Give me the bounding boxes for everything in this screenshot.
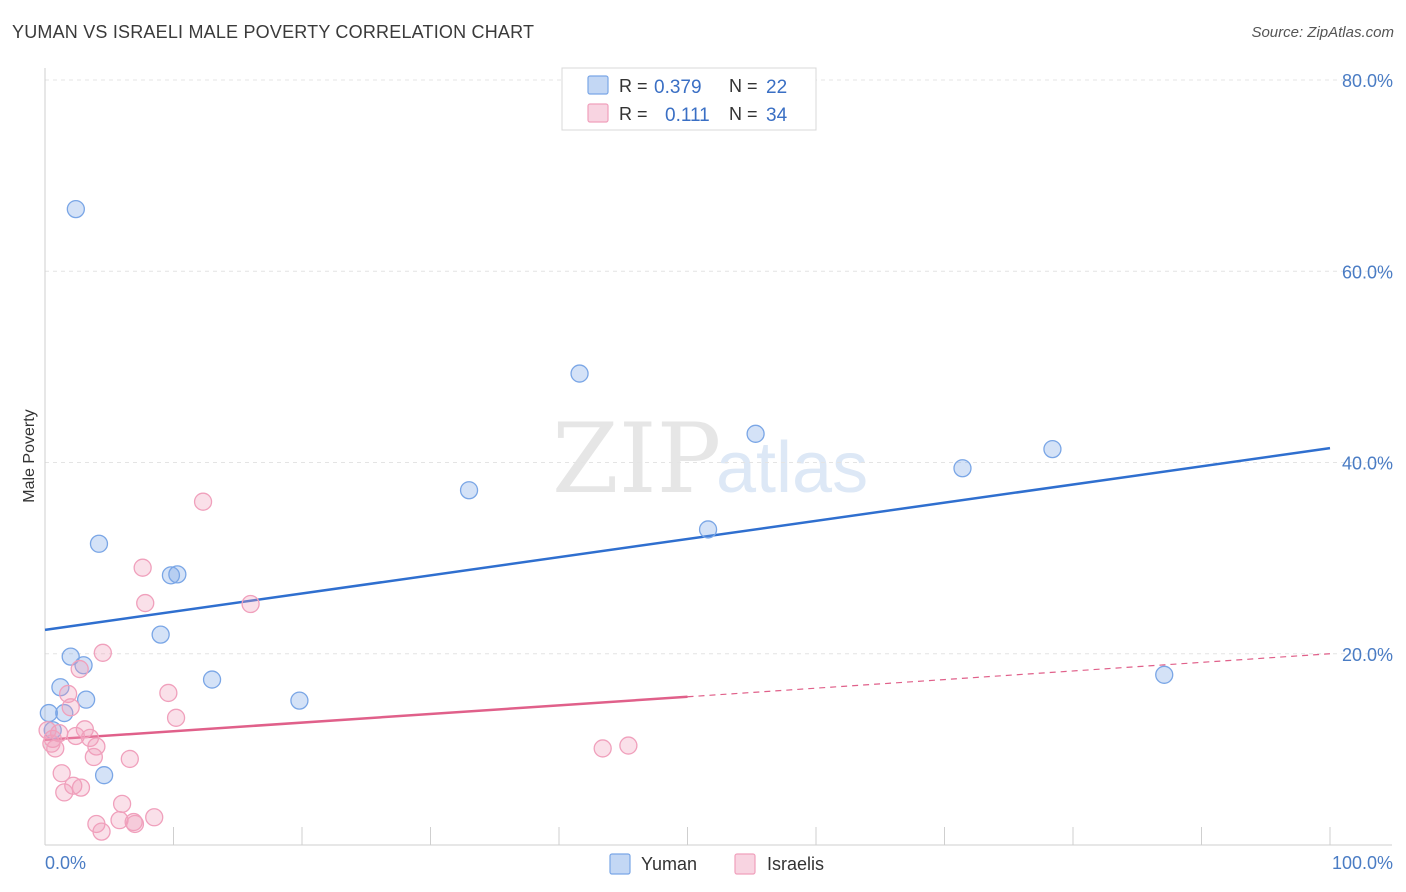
point-yuman bbox=[1155, 665, 1174, 684]
correlation-legend: R = 0.379 N = 22 R = 0.111 N = 34 bbox=[561, 67, 817, 131]
trend-line-israelis bbox=[44, 695, 688, 742]
y-tick-label: 80.0% bbox=[1342, 71, 1393, 91]
point-israelis bbox=[120, 749, 139, 769]
point-israelis bbox=[136, 593, 155, 613]
point-israelis bbox=[166, 708, 186, 727]
point-yuman bbox=[151, 625, 170, 644]
legend-n-value-israelis: 34 bbox=[766, 105, 788, 126]
point-yuman bbox=[953, 459, 972, 478]
point-yuman bbox=[290, 691, 309, 710]
y-axis-label: Male Poverty bbox=[21, 409, 38, 502]
point-yuman bbox=[746, 424, 765, 443]
legend-n-label-yuman: N = bbox=[729, 76, 758, 96]
point-israelis bbox=[70, 659, 89, 679]
watermark: ZIP atlas bbox=[552, 403, 868, 515]
point-israelis bbox=[71, 778, 91, 797]
point-yuman bbox=[39, 703, 59, 723]
legend-swatch-israelis bbox=[587, 103, 609, 123]
point-israelis bbox=[159, 683, 178, 703]
legend-r-value-yuman: 0.379 bbox=[654, 77, 702, 98]
legend-r-value-israelis: 0.111 bbox=[665, 105, 710, 126]
point-yuman bbox=[94, 766, 114, 785]
legend-n-label-israelis: N = bbox=[729, 104, 758, 124]
point-yuman bbox=[61, 647, 80, 666]
series-legend-label-israelis: Israelis bbox=[767, 854, 824, 874]
point-israelis bbox=[52, 764, 71, 783]
y-tick-label: 60.0% bbox=[1342, 262, 1393, 282]
y-tick-label: 40.0% bbox=[1342, 454, 1393, 474]
point-yuman bbox=[570, 364, 589, 383]
watermark-zip: ZIP bbox=[552, 403, 721, 515]
source-label: Source: ZipAtlas.com bbox=[1251, 24, 1394, 41]
point-israelis bbox=[58, 684, 78, 704]
point-israelis bbox=[55, 783, 74, 802]
point-israelis bbox=[110, 810, 129, 830]
trend-line-extension-israelis bbox=[687, 653, 1331, 698]
point-yuman bbox=[76, 690, 96, 709]
point-yuman bbox=[66, 199, 85, 219]
series-legend: Yuman Israelis bbox=[609, 853, 824, 875]
trend-line-yuman bbox=[44, 446, 1331, 632]
legend-r-label-israelis: R = bbox=[619, 104, 648, 124]
x-tick-label: 0.0% bbox=[45, 853, 86, 873]
point-israelis bbox=[61, 698, 80, 717]
gridlines bbox=[45, 79, 1392, 655]
point-yuman bbox=[202, 670, 222, 689]
chart-title: YUMAN VS ISRAELI MALE POVERTY CORRELATIO… bbox=[12, 22, 535, 42]
point-israelis bbox=[125, 814, 145, 834]
point-israelis bbox=[93, 643, 112, 662]
point-israelis bbox=[38, 721, 57, 740]
point-israelis bbox=[75, 720, 94, 739]
legend-box bbox=[561, 67, 817, 131]
watermark-atlas: atlas bbox=[716, 428, 868, 508]
x-tick-label: 100.0% bbox=[1332, 853, 1393, 873]
point-israelis bbox=[87, 737, 106, 756]
legend-n-value-yuman: 22 bbox=[766, 77, 787, 98]
y-tick-label: 20.0% bbox=[1342, 645, 1393, 665]
point-yuman bbox=[168, 565, 187, 584]
point-israelis bbox=[133, 558, 152, 577]
point-israelis bbox=[193, 492, 213, 511]
point-israelis bbox=[92, 822, 111, 841]
point-yuman bbox=[459, 481, 479, 500]
point-israelis bbox=[593, 739, 612, 758]
point-israelis bbox=[112, 794, 132, 814]
series-legend-swatch-yuman bbox=[609, 853, 631, 875]
legend-r-label-yuman: R = bbox=[619, 76, 648, 96]
point-israelis bbox=[84, 747, 103, 767]
data-points bbox=[38, 199, 1174, 841]
point-israelis bbox=[619, 736, 638, 755]
legend-swatch-yuman bbox=[587, 75, 609, 95]
series-legend-swatch-israelis bbox=[734, 853, 756, 875]
series-legend-label-yuman: Yuman bbox=[641, 854, 697, 874]
axes bbox=[44, 68, 1392, 846]
tick-labels: 20.0% 40.0% 60.0% 80.0% 0.0% 100.0% bbox=[45, 71, 1393, 873]
point-yuman bbox=[161, 566, 181, 585]
point-israelis bbox=[145, 808, 164, 827]
trend-lines bbox=[44, 446, 1331, 742]
point-yuman bbox=[89, 534, 109, 553]
point-israelis bbox=[241, 594, 260, 614]
point-yuman bbox=[698, 520, 718, 539]
point-yuman bbox=[1043, 439, 1062, 459]
